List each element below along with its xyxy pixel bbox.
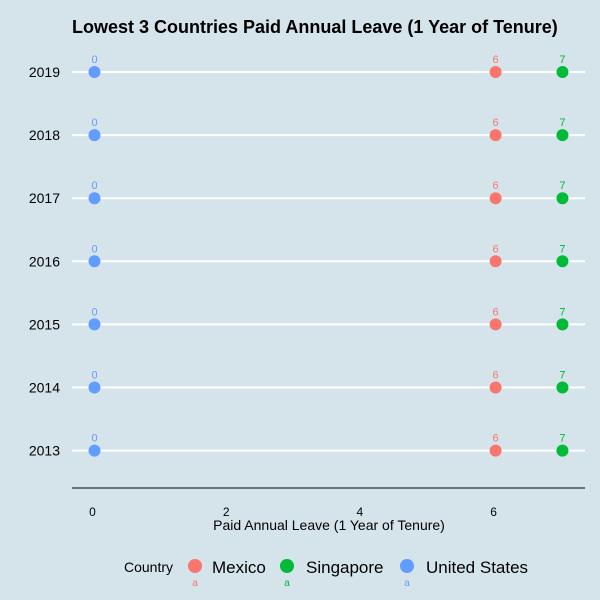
data-label: 6 bbox=[493, 117, 499, 129]
point-singapore-2013 bbox=[556, 444, 569, 457]
legend-label-mexico: Mexico bbox=[212, 558, 266, 577]
y-tick-label: 2017 bbox=[29, 190, 60, 206]
data-label: 7 bbox=[559, 433, 565, 445]
y-axis-ticks: 2013 2014 2015 2016 2017 2018 2019 bbox=[29, 64, 60, 459]
y-tick-label: 2016 bbox=[29, 253, 60, 269]
y-tick-label: 2013 bbox=[29, 443, 60, 459]
data-label: 0 bbox=[91, 306, 97, 318]
data-label: 6 bbox=[493, 243, 499, 255]
point-singapore-2017 bbox=[556, 192, 569, 205]
x-tick-label: 0 bbox=[89, 505, 96, 519]
legend-key-mexico bbox=[188, 559, 202, 573]
point-singapore-2019 bbox=[556, 66, 569, 78]
legend-key-letter: a bbox=[404, 578, 410, 589]
data-labels: 6 6 6 6 6 6 6 7 7 7 7 7 7 7 0 0 0 0 0 0 0 bbox=[91, 54, 565, 445]
point-singapore-2014 bbox=[556, 381, 569, 394]
chart-title: Lowest 3 Countries Paid Annual Leave (1 … bbox=[72, 17, 558, 37]
x-tick-label: 6 bbox=[490, 505, 497, 519]
y-tick-label: 2018 bbox=[29, 127, 60, 143]
legend-key-letter: a bbox=[192, 578, 198, 589]
point-singapore-2016 bbox=[556, 255, 569, 268]
data-label: 6 bbox=[493, 180, 499, 192]
point-united-states-2013 bbox=[88, 444, 101, 457]
legend-label-singapore: Singapore bbox=[306, 558, 384, 577]
data-label: 7 bbox=[559, 370, 565, 382]
point-united-states-2014 bbox=[88, 381, 101, 394]
point-mexico-2014 bbox=[489, 381, 502, 394]
legend-key-letter: a bbox=[284, 578, 290, 589]
point-united-states-2016 bbox=[88, 255, 101, 268]
point-singapore-2015 bbox=[556, 318, 569, 331]
point-mexico-2013 bbox=[489, 444, 502, 457]
data-label: 6 bbox=[493, 370, 499, 382]
legend-title: Country bbox=[124, 559, 173, 575]
data-label: 0 bbox=[91, 370, 97, 382]
data-label: 6 bbox=[493, 306, 499, 318]
data-label: 0 bbox=[91, 180, 97, 192]
x-axis-ticks: 0 2 4 6 bbox=[89, 505, 497, 519]
data-label: 0 bbox=[91, 117, 97, 129]
y-tick-label: 2015 bbox=[29, 316, 60, 332]
data-label: 6 bbox=[493, 54, 499, 66]
x-tick-label: 2 bbox=[223, 505, 230, 519]
gridlines bbox=[72, 71, 585, 452]
point-united-states-2019 bbox=[88, 66, 101, 78]
data-label: 7 bbox=[559, 243, 565, 255]
y-tick-label: 2014 bbox=[29, 380, 60, 396]
data-label: 7 bbox=[559, 180, 565, 192]
data-points bbox=[88, 66, 569, 457]
legend: Country a Mexico a Singapore a United States bbox=[124, 558, 528, 589]
point-singapore-2018 bbox=[556, 129, 569, 142]
point-mexico-2015 bbox=[489, 318, 502, 331]
legend-key-united-states bbox=[400, 559, 414, 573]
data-label: 7 bbox=[559, 306, 565, 318]
data-label: 0 bbox=[91, 54, 97, 66]
data-label: 6 bbox=[493, 433, 499, 445]
x-tick-label: 4 bbox=[357, 505, 364, 519]
point-mexico-2018 bbox=[489, 129, 502, 142]
x-axis-title: Paid Annual Leave (1 Year of Tenure) bbox=[213, 517, 445, 533]
point-mexico-2019 bbox=[489, 66, 502, 78]
legend-label-united-states: United States bbox=[426, 558, 528, 577]
data-label: 7 bbox=[559, 54, 565, 66]
point-united-states-2017 bbox=[88, 192, 101, 205]
point-mexico-2017 bbox=[489, 192, 502, 205]
data-label: 0 bbox=[91, 243, 97, 255]
point-united-states-2018 bbox=[88, 129, 101, 142]
point-mexico-2016 bbox=[489, 255, 502, 268]
legend-key-singapore bbox=[280, 559, 294, 573]
point-united-states-2015 bbox=[88, 318, 101, 331]
data-label: 0 bbox=[91, 433, 97, 445]
y-tick-label: 2019 bbox=[29, 64, 60, 80]
data-label: 7 bbox=[559, 117, 565, 129]
